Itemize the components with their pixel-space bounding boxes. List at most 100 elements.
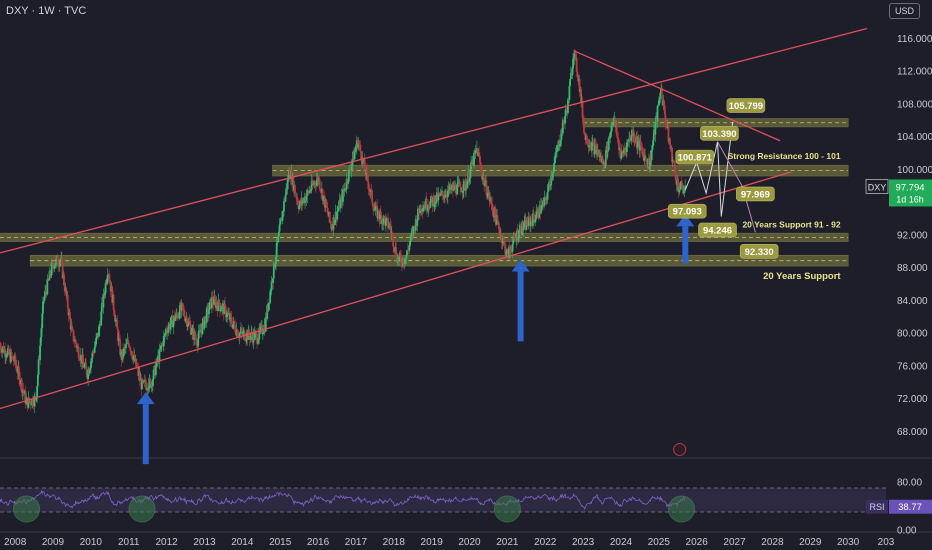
candle-body (39, 345, 41, 361)
candle-body (505, 249, 508, 254)
candle-body (545, 197, 548, 200)
alternate-projection-path (717, 141, 756, 233)
candle-body (82, 362, 85, 368)
candle-body (481, 172, 483, 179)
candle-body (569, 78, 572, 87)
candle-body (19, 384, 22, 386)
candle-body (78, 357, 81, 360)
rsi-line (0, 490, 686, 511)
candle-body (124, 347, 127, 349)
candle-body (288, 170, 291, 176)
candle-body (135, 358, 138, 367)
candle-body (149, 379, 152, 388)
candle-body (681, 182, 684, 189)
candle-body (230, 317, 233, 324)
candle-body (37, 359, 40, 375)
blue-arrow-head (676, 214, 695, 227)
candle-body (580, 88, 582, 103)
candle-body (181, 303, 184, 309)
candle-body (626, 142, 628, 152)
candle-body (72, 330, 75, 341)
candle-body (558, 140, 561, 147)
currency-button[interactable]: USD (888, 3, 920, 19)
channel-lower-line (0, 171, 792, 410)
candle-body (277, 235, 280, 243)
candle-body (71, 328, 74, 331)
candle-body (6, 351, 9, 357)
candle-body (257, 339, 260, 343)
candle-body (426, 209, 429, 211)
candle-body (501, 242, 504, 243)
candle-body (546, 191, 549, 200)
candle-body (592, 141, 595, 144)
candle-body (683, 190, 686, 192)
x-tick-label: 2029 (799, 537, 822, 548)
candle-body (184, 315, 186, 321)
candle-body (279, 221, 282, 225)
candle-body (20, 380, 23, 393)
candle-body (36, 374, 39, 387)
candle-body (318, 179, 321, 189)
candle-body (130, 351, 133, 356)
candle-body (18, 372, 21, 385)
candle-body (109, 279, 111, 283)
candle-body (488, 191, 491, 201)
candle-body (256, 342, 259, 344)
x-tick-label: 2023 (572, 537, 595, 548)
candle-body (554, 152, 557, 159)
candle-body (334, 220, 336, 225)
candle-body (175, 312, 178, 318)
candle-body (555, 151, 558, 153)
candle-body (264, 316, 267, 332)
candle-body (410, 233, 413, 236)
candle-body (111, 286, 114, 303)
candle-body (476, 147, 479, 157)
candle-body (77, 346, 79, 348)
candle-body (374, 205, 377, 211)
y-tick-label: 80.000 (897, 329, 928, 340)
candle-body (663, 100, 665, 106)
candle-body (586, 143, 589, 145)
candle-body (319, 188, 322, 191)
candle-body (328, 212, 331, 221)
candle-body (571, 68, 574, 76)
candle-body (409, 235, 412, 243)
candle-body (537, 208, 539, 218)
candle-body (41, 313, 44, 328)
price-target-box (726, 98, 766, 113)
price-target-box (736, 186, 775, 202)
candle-body (441, 191, 444, 195)
candle-body (648, 167, 651, 170)
candle-body (176, 312, 178, 315)
candle-body (518, 229, 521, 237)
candle-body (4, 349, 6, 357)
bar-countdown: 1d 16h (896, 194, 924, 204)
candle-body (561, 119, 564, 134)
candle-body (18, 366, 20, 373)
candle-body (549, 185, 552, 187)
candle-body (141, 380, 143, 390)
candle-body (82, 354, 84, 363)
candle-body (269, 291, 272, 303)
candle-body (224, 303, 226, 307)
candle-body (106, 279, 108, 285)
ticker-title: DXY · 1W · TVC (6, 5, 87, 17)
candle-body (225, 316, 228, 318)
candle-body (56, 256, 59, 265)
candle-body (184, 319, 187, 321)
candle-body (626, 140, 629, 143)
candle-body (0, 345, 2, 350)
candle-body (144, 380, 147, 386)
candle-body (93, 347, 96, 353)
price-target-label: 105.799 (729, 101, 763, 112)
candle-body (149, 377, 151, 380)
candle-body (459, 182, 462, 188)
candle-body (445, 194, 448, 197)
candle-body (641, 147, 644, 152)
price-target-label: 97.969 (741, 189, 770, 200)
candle-body (59, 259, 62, 262)
candle-body (249, 335, 252, 340)
candle-body (468, 178, 471, 182)
candle-body (666, 124, 668, 128)
